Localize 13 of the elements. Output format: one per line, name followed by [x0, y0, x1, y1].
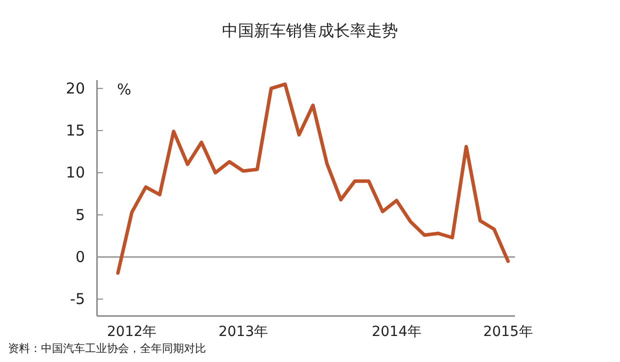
- x-tick-label: 2014年: [372, 324, 422, 340]
- y-tick-label: 20: [66, 79, 85, 98]
- x-tick-label: 2015年: [483, 324, 533, 340]
- y-tick-label: 0: [75, 248, 85, 266]
- x-tick-label: 2012年: [107, 324, 157, 340]
- x-tick-label: 2013年: [218, 324, 268, 340]
- chart-title: 中国新车销售成长率走势: [222, 21, 398, 40]
- y-tick-label: 15: [66, 122, 85, 140]
- y-tick-label: 5: [75, 206, 85, 224]
- y-tick-label: -5: [70, 290, 85, 308]
- text: 资料：中国汽车工业协会，全年同期对比: [8, 342, 206, 355]
- y-tick-label: 10: [66, 164, 85, 182]
- y-axis-title: %: [117, 80, 132, 98]
